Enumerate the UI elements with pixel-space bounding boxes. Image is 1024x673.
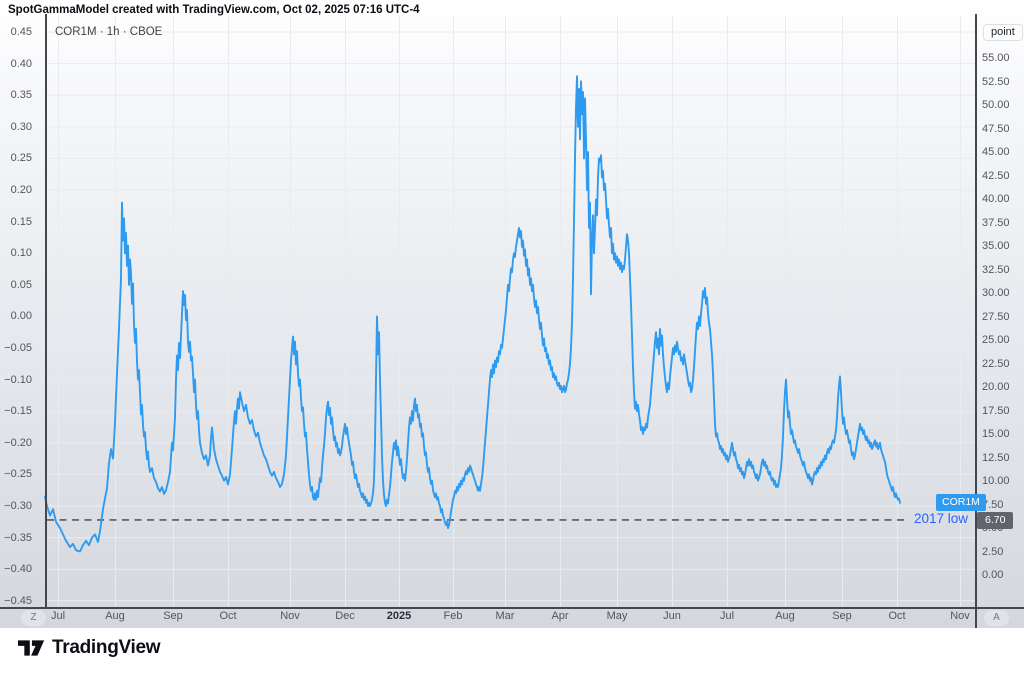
time-axis-label: Nov xyxy=(950,610,970,622)
right-axis-tick-label: 20.00 xyxy=(982,381,1010,393)
page-title: SpotGammaModel created with TradingView.… xyxy=(8,4,420,16)
time-axis-label: 2025 xyxy=(386,610,412,622)
symbol-legend[interactable]: COR1M · 1h · CBOE xyxy=(55,26,163,38)
time-axis-label: May xyxy=(606,610,628,622)
right-axis-tick-label: 15.00 xyxy=(982,428,1010,440)
chart-background xyxy=(0,0,1024,628)
left-axis-tick-label: −0.05 xyxy=(4,342,32,354)
left-axis-tick-label: −0.15 xyxy=(4,405,32,418)
left-axis-tick-label: 0.00 xyxy=(10,310,32,323)
tradingview-logo-text: TradingView xyxy=(52,637,161,658)
left-axis-tick-label: 0.45 xyxy=(10,26,32,38)
left-axis-tick-label: 0.10 xyxy=(10,247,32,260)
right-axis-tick-label: 30.00 xyxy=(982,287,1010,299)
time-axis-label: Sep xyxy=(832,610,852,622)
time-axis-border xyxy=(0,607,1024,609)
left-axis-border xyxy=(45,14,47,607)
right-axis-tick-label: 40.00 xyxy=(982,193,1010,205)
right-axis-tick-label: 27.50 xyxy=(982,310,1010,323)
right-axis-unit-badge: point xyxy=(983,24,1023,41)
time-axis-label: Dec xyxy=(335,610,355,622)
left-axis-tick-label: 0.35 xyxy=(10,89,32,102)
right-axis-tick-label: 7.50 xyxy=(982,498,1004,511)
footer-bar: TradingView xyxy=(0,628,1024,673)
time-axis-label: Aug xyxy=(105,610,125,622)
right-axis-border xyxy=(975,14,977,628)
right-axis-tick-label: 10.00 xyxy=(982,475,1010,487)
right-axis-tick-label: 37.50 xyxy=(982,216,1010,229)
right-axis-tick-label: 45.00 xyxy=(982,146,1010,158)
left-axis-tick-label: −0.35 xyxy=(4,531,32,544)
left-axis-tick-label: −0.10 xyxy=(4,373,32,386)
time-axis-label: Oct xyxy=(219,610,237,622)
right-axis-tick-label: 2.50 xyxy=(982,545,1004,558)
reference-price-badge: 6.70 xyxy=(977,511,1014,529)
left-axis-tick-label: 0.05 xyxy=(10,278,32,291)
left-price-axis[interactable]: 0.45 0.40 0.35 0.30 0.25 0.20 0.15 0.10 0.05 0.00… xyxy=(0,0,38,606)
right-axis-tick-label: 22.50 xyxy=(982,357,1010,370)
timezone-button[interactable]: Z xyxy=(21,609,46,626)
time-axis-label: Jul xyxy=(719,610,735,622)
last-price-badge: COR1M xyxy=(936,494,986,512)
left-axis-tick-label: 0.30 xyxy=(10,120,32,133)
price-chart-plot[interactable] xyxy=(0,0,1024,607)
right-axis-tick-label: 0.00 xyxy=(982,569,1004,581)
price-line-series xyxy=(44,75,901,553)
time-axis[interactable]: Z A Jul Aug Sep Oct Nov Dec 2025 Feb Mar Apr May Ju… xyxy=(0,607,1024,628)
tradingview-logo[interactable]: TradingView xyxy=(18,637,161,659)
time-axis-label: Sep xyxy=(163,610,183,622)
right-axis-tick-label: 42.50 xyxy=(982,169,1010,182)
time-axis-label: Feb xyxy=(443,610,463,622)
time-axis-label: Jun xyxy=(663,610,681,622)
right-axis-tick-label: 47.50 xyxy=(982,122,1010,135)
left-axis-tick-label: −0.20 xyxy=(4,436,32,449)
right-axis-tick-label: 52.50 xyxy=(982,75,1010,88)
time-axis-label: Oct xyxy=(888,610,906,622)
right-axis-tick-label: 17.50 xyxy=(982,404,1010,417)
right-axis-tick-label: 35.00 xyxy=(982,240,1010,252)
left-axis-tick-label: 0.40 xyxy=(10,57,32,70)
time-axis-label: Apr xyxy=(551,610,569,622)
right-axis-tick-label: 50.00 xyxy=(982,99,1010,111)
left-axis-tick-label: −0.45 xyxy=(4,594,32,606)
right-axis-tick-label: 25.00 xyxy=(982,334,1010,346)
right-axis-tick-label: 55.00 xyxy=(982,52,1010,64)
time-axis-label: Mar xyxy=(495,610,515,622)
left-axis-tick-label: −0.30 xyxy=(4,500,32,512)
right-axis-tick-label: 32.50 xyxy=(982,263,1010,276)
right-axis-tick-label: 12.50 xyxy=(982,451,1010,464)
left-axis-tick-label: 0.15 xyxy=(10,215,32,228)
tradingview-logo-icon xyxy=(18,640,45,656)
left-axis-tick-label: 0.25 xyxy=(10,152,32,165)
time-axis-label: Nov xyxy=(280,610,300,622)
left-axis-tick-label: −0.40 xyxy=(4,563,32,576)
reference-line-label: 2017 low xyxy=(914,510,969,526)
autoscale-button[interactable]: A xyxy=(984,609,1009,626)
time-axis-label: Aug xyxy=(775,610,795,622)
left-axis-tick-label: 0.20 xyxy=(10,184,32,196)
left-axis-tick-label: −0.25 xyxy=(4,468,32,481)
time-axis-label: Jul xyxy=(50,610,66,622)
